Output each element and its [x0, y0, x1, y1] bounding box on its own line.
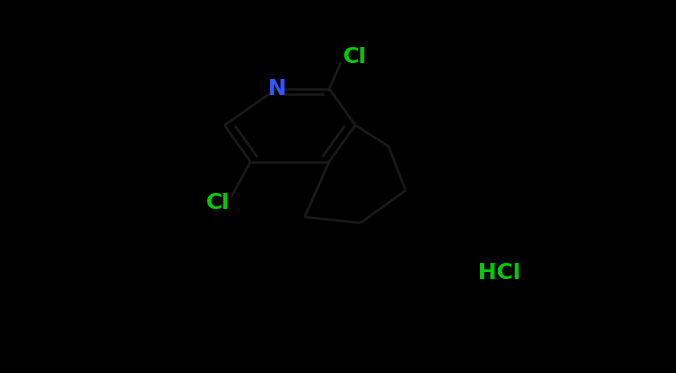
Text: N: N	[268, 79, 286, 99]
Text: Cl: Cl	[343, 47, 367, 67]
Text: HCl: HCl	[478, 263, 520, 282]
Text: Cl: Cl	[206, 193, 230, 213]
